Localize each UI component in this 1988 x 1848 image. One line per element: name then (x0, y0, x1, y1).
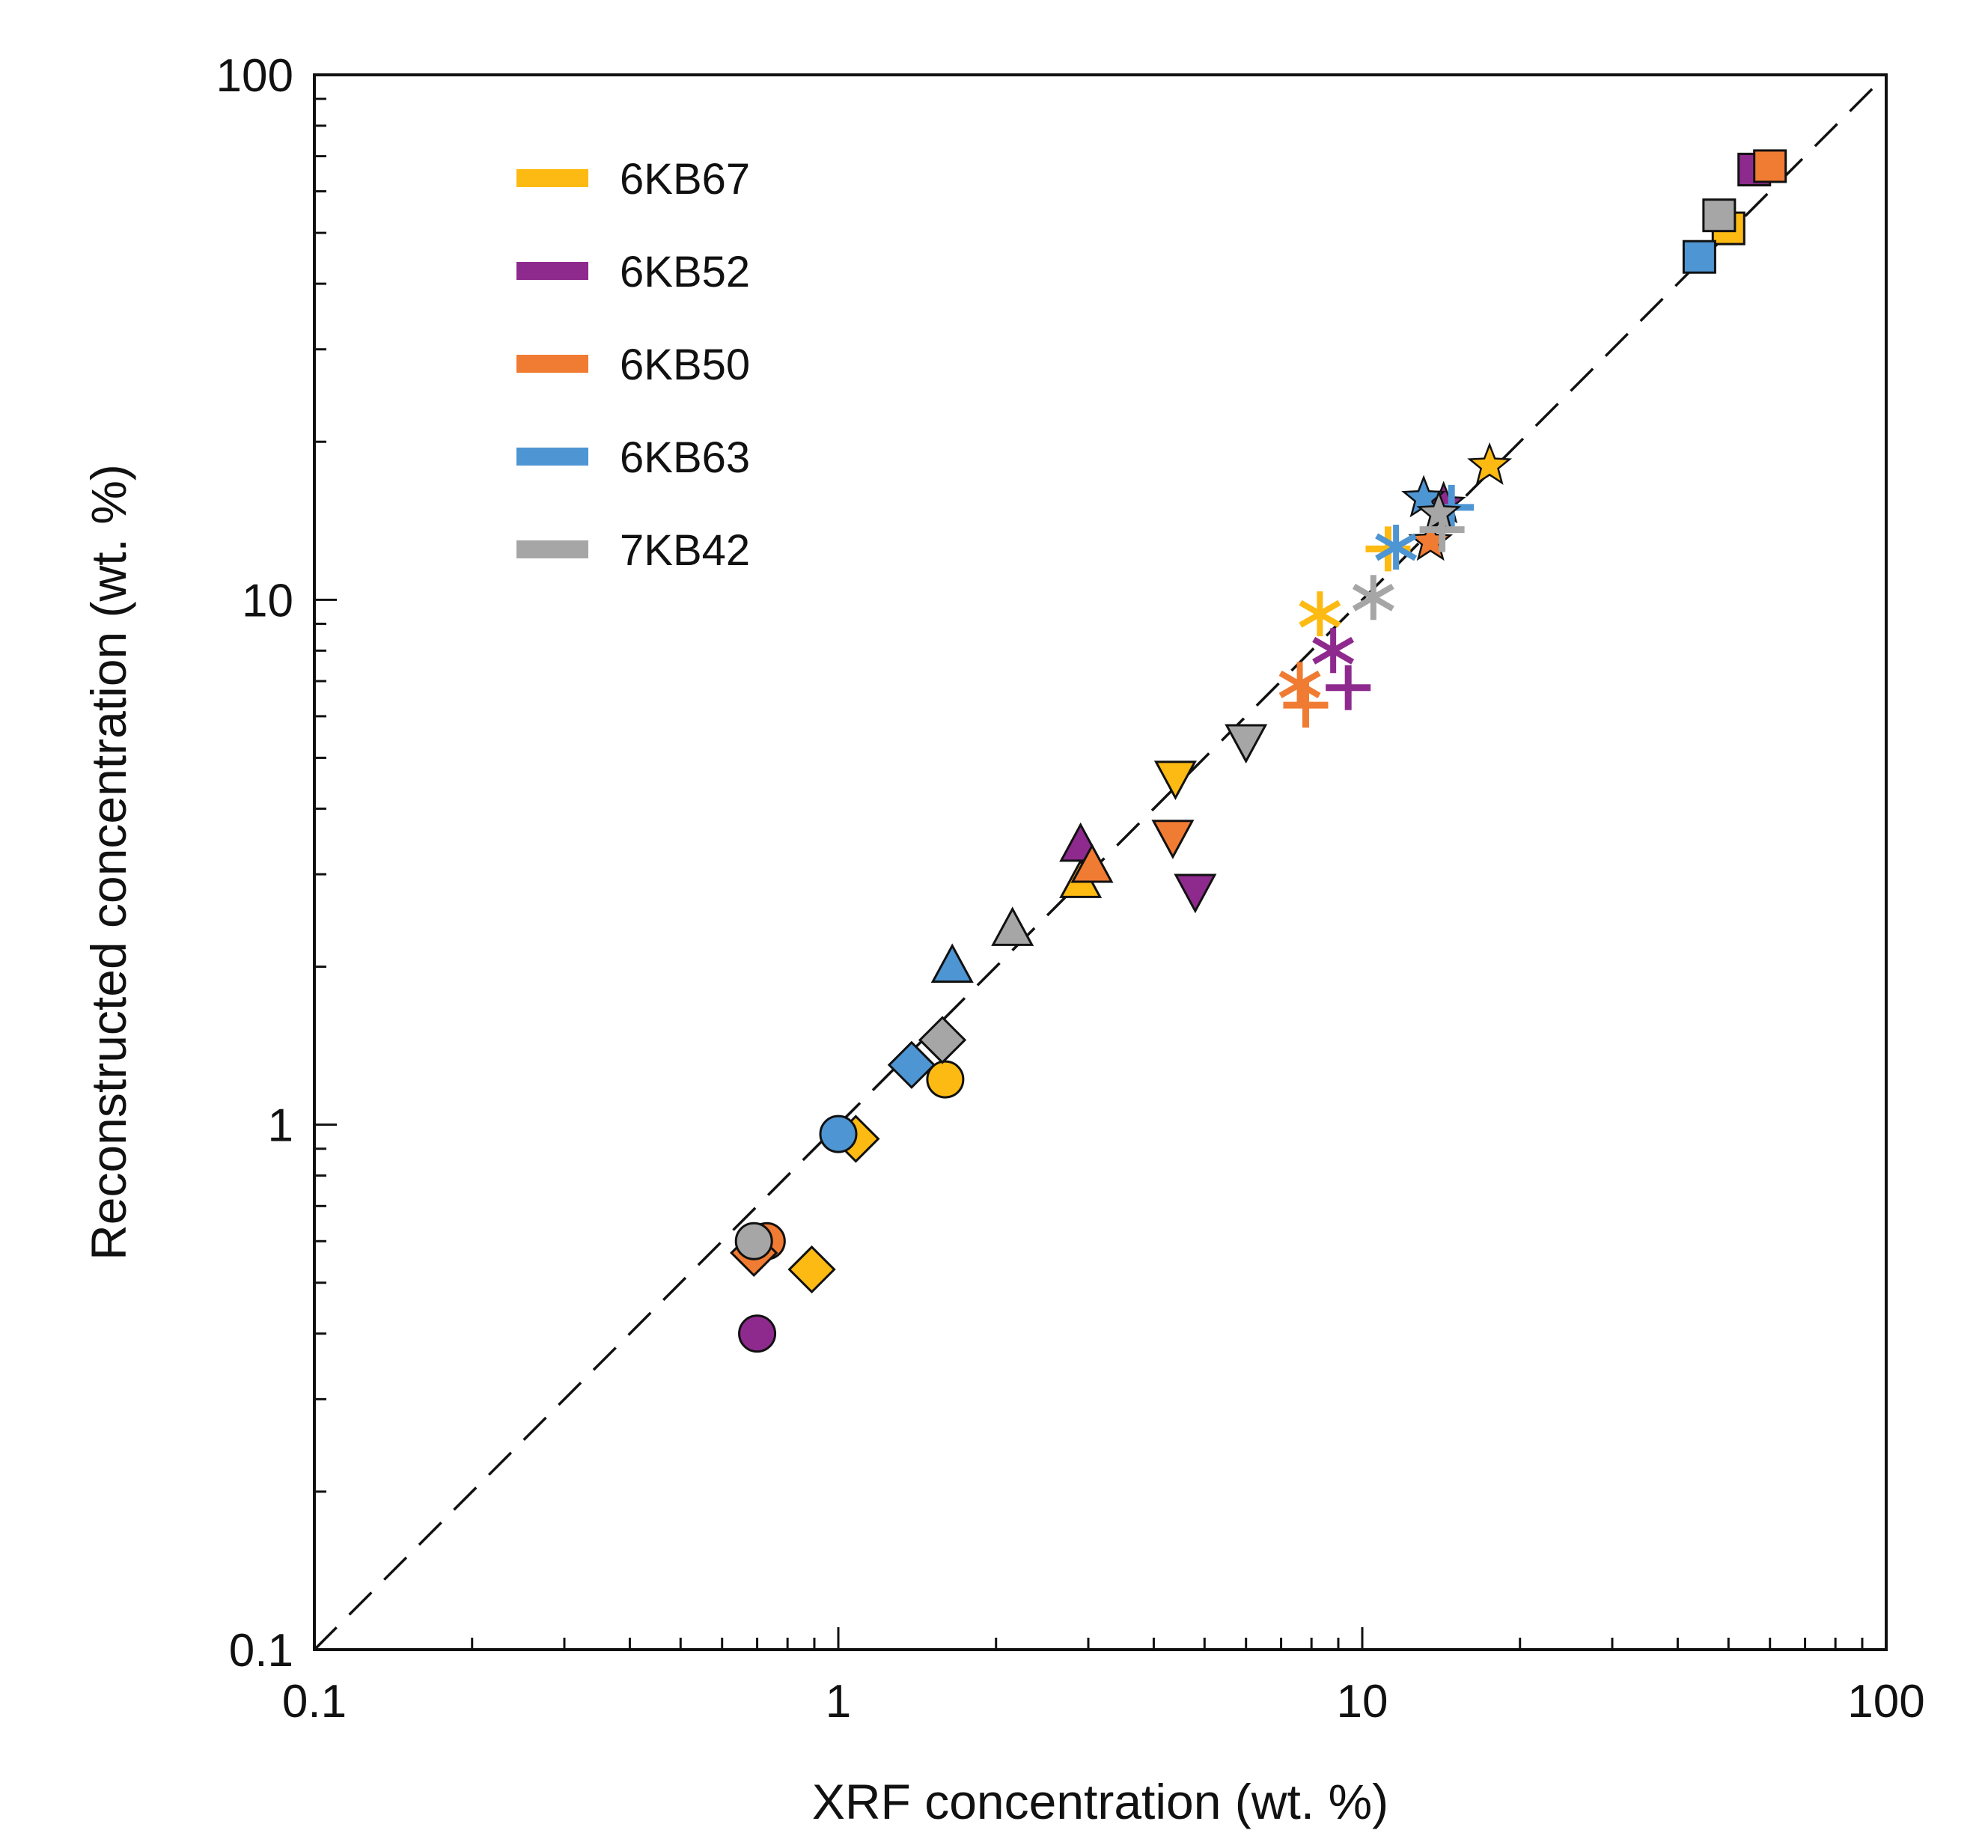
legend-label-6kb52: 6KB52 (620, 248, 750, 296)
legend-label-6kb63: 6KB63 (620, 433, 750, 482)
legend-swatch-6kb52 (516, 262, 588, 280)
point-6kb50-triangle-up (1070, 843, 1114, 883)
point-7kb42-triangle-up (991, 906, 1034, 946)
y-axis-title: Reconstructed concentration (wt. %) (81, 464, 136, 1260)
point-6kb67-diamond (787, 1245, 836, 1294)
y-tick-label: 100 (216, 50, 293, 102)
point-6kb63-circle (819, 1114, 858, 1153)
point-6kb50-square (1753, 149, 1787, 183)
point-6kb67-triangle-down (1153, 760, 1197, 800)
y-tick-label: 0.1 (229, 1625, 293, 1677)
plot-frame (313, 73, 1888, 1651)
y-tick-label: 1 (268, 1100, 293, 1152)
tick-labels: 0.1 1 10 100 0.1 1 10 100 (216, 50, 1925, 1727)
x-tick-label: 100 (1847, 1676, 1924, 1727)
point-6kb63-square (1682, 240, 1716, 274)
point-7kb42-diamond (918, 1016, 967, 1064)
point-6kb52-asterisk (1312, 628, 1355, 674)
x-tick-label: 0.1 (282, 1676, 347, 1727)
x-tick-label: 1 (826, 1676, 851, 1727)
point-6kb50-plus (1283, 683, 1329, 728)
point-6kb63-diamond (887, 1040, 936, 1089)
point-6kb50-triangle-down (1151, 820, 1195, 859)
point-6kb50-star (1408, 518, 1454, 561)
legend-label-7kb42: 7KB42 (620, 526, 750, 575)
point-6kb67-circle (926, 1060, 965, 1099)
point-7kb42-plus (1419, 507, 1465, 552)
point-7kb42-triangle-down (1225, 724, 1268, 764)
legend-swatch-6kb67 (516, 169, 588, 187)
point-7kb42-asterisk (1352, 575, 1394, 620)
point-6kb50-asterisk (1278, 662, 1321, 707)
point-6kb52-triangle-down (1174, 873, 1217, 914)
legend-label-6kb50: 6KB50 (620, 341, 750, 389)
point-7kb42-circle (734, 1222, 773, 1260)
legend-swatch-6kb63 (516, 448, 588, 466)
point-7kb42-square (1702, 198, 1737, 233)
point-6kb63-triangle-up (930, 943, 974, 984)
point-6kb67-star (1467, 442, 1513, 485)
data-points (730, 149, 1787, 1353)
legend-label-6kb67: 6KB67 (620, 155, 750, 204)
y-tick-label: 10 (242, 575, 293, 626)
legend-swatch-7kb42 (516, 540, 588, 558)
point-6kb52-circle (738, 1314, 777, 1353)
point-6kb52-plus (1326, 665, 1371, 710)
x-tick-label: 10 (1337, 1676, 1388, 1727)
point-6kb63-asterisk (1375, 524, 1418, 570)
legend: 6KB67 6KB52 6KB50 6KB63 7KB42 (516, 155, 750, 575)
x-axis-title: XRF concentration (wt. %) (812, 1774, 1388, 1829)
point-6kb67-asterisk (1299, 591, 1341, 637)
axis-ticks (314, 97, 1864, 1650)
legend-swatch-6kb50 (516, 355, 588, 373)
